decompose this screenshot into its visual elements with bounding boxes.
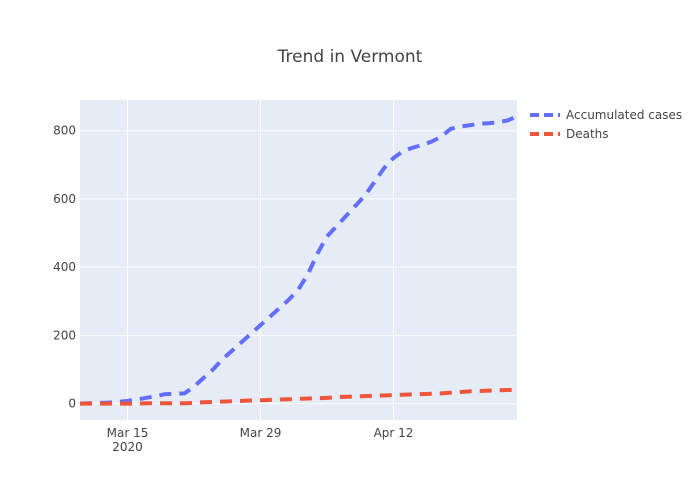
y-axis-ticks: 0 200 400 600 800 — [53, 124, 76, 411]
series-layer — [79, 114, 518, 406]
legend: Accumulated cases Deaths — [530, 108, 682, 141]
legend-label: Deaths — [566, 127, 609, 141]
legend-label: Accumulated cases — [566, 108, 682, 122]
y-tick-label: 400 — [53, 260, 76, 274]
x-tick-label: Apr 12 — [374, 426, 414, 440]
series-line-deaths — [80, 387, 518, 406]
grid-lines — [80, 100, 517, 420]
x-tick-label: Mar 29 — [240, 426, 282, 440]
plot-background — [80, 100, 517, 420]
chart-title: Trend in Vermont — [277, 47, 423, 67]
x-tick-label: Mar 15 — [107, 426, 149, 440]
y-tick-label: 200 — [53, 328, 76, 342]
x-tick-year-label: 2020 — [112, 440, 143, 454]
y-tick-label: 800 — [53, 124, 76, 138]
y-tick-label: 600 — [53, 192, 76, 206]
y-tick-label: 0 — [68, 397, 76, 411]
